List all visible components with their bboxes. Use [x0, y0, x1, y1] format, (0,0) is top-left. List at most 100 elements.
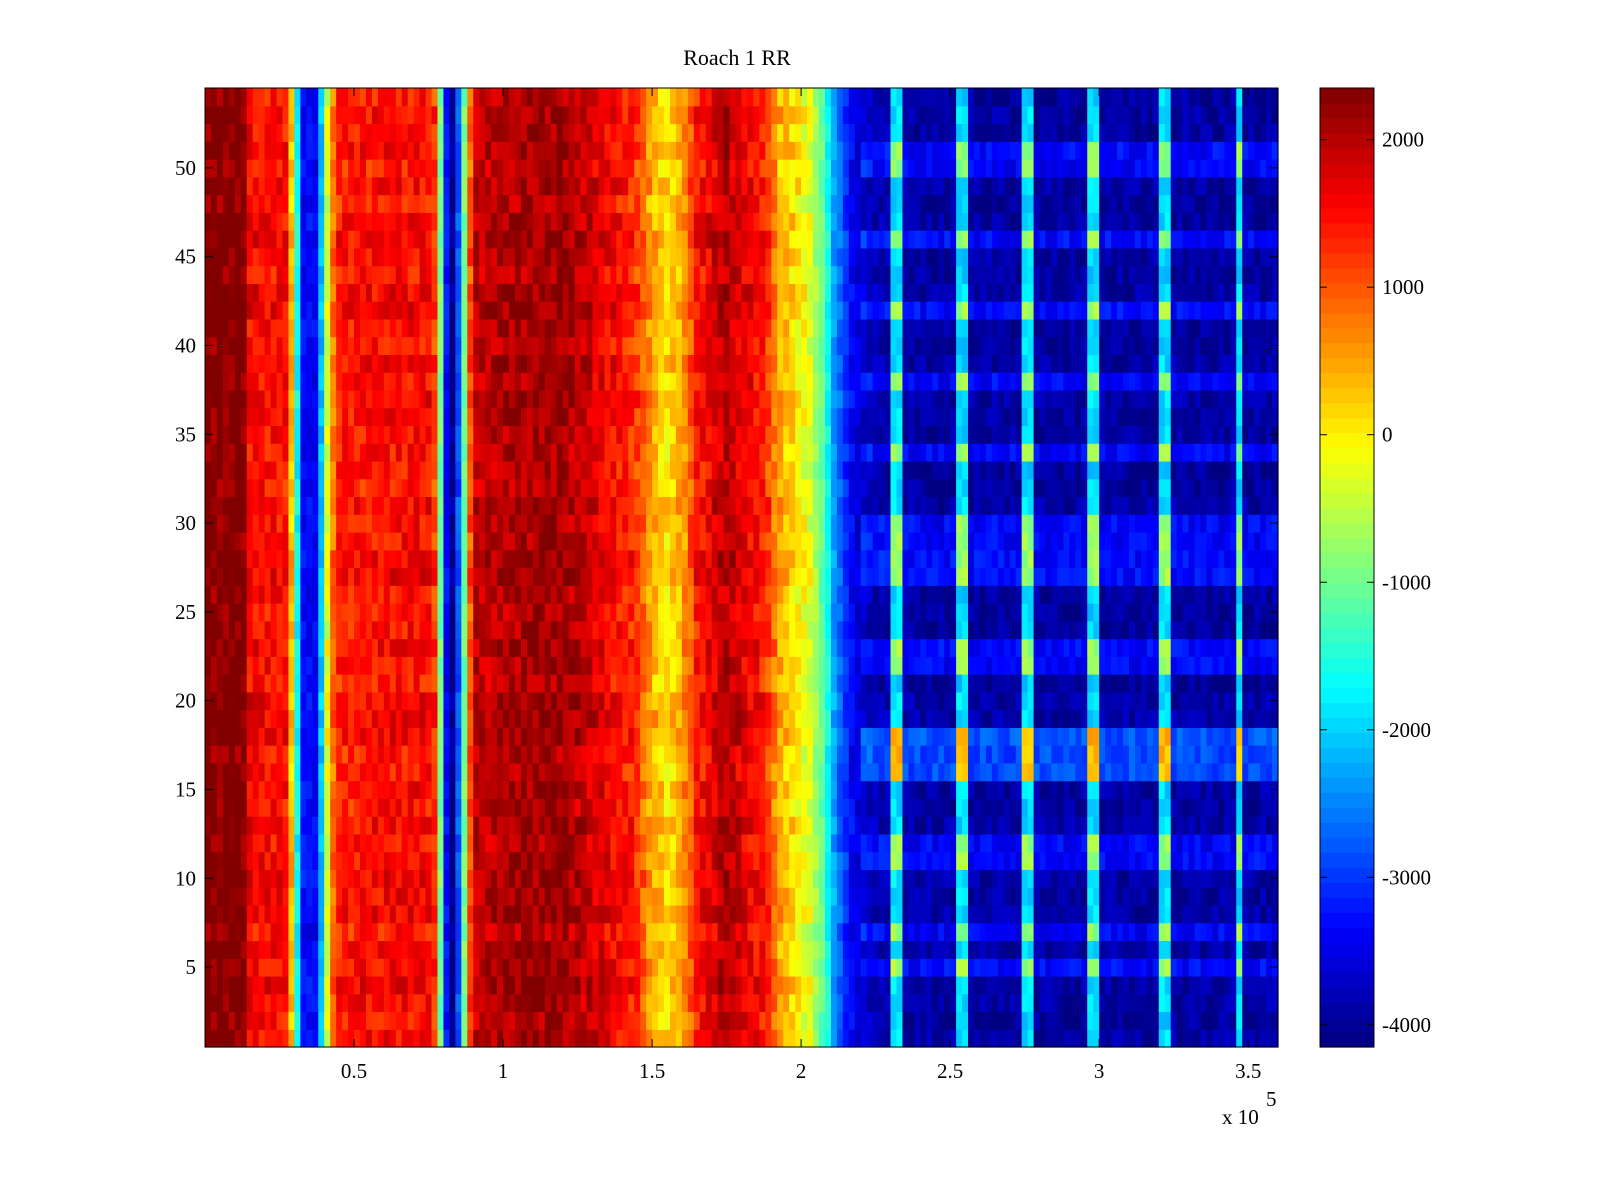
heatmap-cell [330, 1029, 337, 1048]
heatmap-cell [401, 620, 409, 640]
heatmap-cell [1158, 1029, 1166, 1048]
heatmap-cell [365, 798, 373, 817]
heatmap-cell [1093, 674, 1100, 693]
heatmap-cell [1069, 958, 1076, 977]
heatmap-cell [538, 656, 546, 675]
heatmap-cell [270, 549, 278, 569]
heatmap-cell [592, 674, 600, 693]
heatmap-cell [491, 745, 498, 764]
heatmap-cell [348, 727, 355, 746]
heatmap-cell [520, 975, 528, 995]
heatmap-cell [574, 816, 582, 835]
heatmap-cell [818, 1029, 826, 1048]
heatmap-cell [896, 869, 904, 888]
heatmap-cell [687, 975, 695, 995]
heatmap-cell [1266, 762, 1273, 782]
heatmap-cell [544, 940, 552, 959]
heatmap-cell [461, 833, 468, 853]
heatmap-cell [1266, 851, 1273, 871]
heatmap-cell [1021, 780, 1029, 799]
heatmap-cell [294, 603, 301, 622]
heatmap-cell [1105, 603, 1112, 622]
heatmap-cell [425, 940, 433, 959]
heatmap-cell [1123, 567, 1130, 586]
heatmap-cell [1242, 762, 1249, 782]
heatmap-cell [801, 603, 808, 622]
heatmap-cell [1164, 567, 1172, 586]
heatmap-cell [389, 958, 397, 977]
heatmap-cell [526, 904, 534, 924]
heatmap-cell [1099, 656, 1106, 675]
heatmap-cell [1117, 638, 1124, 657]
heatmap-cell [526, 567, 534, 586]
heatmap-cell [669, 958, 677, 977]
heatmap-cell [968, 620, 975, 640]
heatmap-cell [1051, 940, 1059, 959]
heatmap-cell [354, 745, 361, 764]
heatmap-cell [830, 975, 838, 995]
heatmap-cell [354, 940, 361, 959]
heatmap-cell [866, 922, 874, 942]
heatmap-cell [693, 975, 701, 995]
heatmap-cell [1033, 1011, 1041, 1030]
heatmap-cell [705, 709, 713, 728]
heatmap-cell [491, 567, 498, 586]
heatmap-cell [318, 798, 325, 817]
heatmap-cell [824, 656, 832, 675]
heatmap-cell [574, 958, 582, 977]
heatmap-cell [991, 887, 999, 906]
heatmap-cell [419, 904, 427, 924]
heatmap-cell [991, 656, 999, 675]
heatmap-cell [640, 709, 647, 728]
heatmap-cell [1069, 638, 1076, 657]
heatmap-cell [586, 887, 594, 906]
heatmap-cell [461, 940, 468, 959]
heatmap-cell [365, 833, 373, 853]
heatmap-cell [532, 869, 540, 888]
heatmap-cell [1200, 869, 1208, 888]
heatmap-cell [437, 727, 445, 746]
heatmap-cell [884, 745, 892, 764]
heatmap-cell [401, 1011, 409, 1030]
heatmap-cell [747, 745, 755, 764]
heatmap-cell [717, 1011, 725, 1030]
heatmap-cell [431, 567, 439, 586]
heatmap-cell [1045, 816, 1053, 835]
heatmap-cell [294, 1029, 301, 1048]
heatmap-cell [747, 585, 755, 604]
heatmap-cell [1242, 798, 1249, 817]
heatmap-cell [228, 780, 236, 799]
heatmap-cell [950, 958, 957, 977]
heatmap-cell [359, 904, 367, 924]
heatmap-cell [1009, 549, 1017, 569]
heatmap-cell [759, 638, 766, 657]
heatmap-cell [532, 656, 540, 675]
heatmap-cell [1146, 887, 1154, 906]
heatmap-cell [1105, 638, 1112, 657]
heatmap-cell [544, 549, 552, 569]
heatmap-cell [1266, 603, 1273, 622]
heatmap-cell [717, 1029, 725, 1048]
heatmap-cell [1140, 975, 1148, 995]
heatmap-cell [628, 887, 635, 906]
heatmap-cell [836, 833, 844, 853]
heatmap-cell [723, 851, 731, 871]
heatmap-cell [848, 869, 856, 888]
heatmap-cell [509, 975, 516, 995]
heatmap-cell [896, 603, 904, 622]
heatmap-cell [598, 620, 605, 640]
heatmap-cell [294, 993, 301, 1013]
heatmap-cell [830, 620, 838, 640]
heatmap-cell [1063, 780, 1070, 799]
heatmap-cell [473, 958, 480, 977]
heatmap-cell [956, 620, 963, 640]
heatmap-cell [842, 993, 850, 1013]
heatmap-cell [741, 656, 749, 675]
heatmap-cell [658, 940, 665, 959]
heatmap-cell [419, 727, 427, 746]
heatmap-cell [1063, 958, 1070, 977]
heatmap-cell [1027, 993, 1035, 1013]
heatmap-cell [413, 780, 421, 799]
heatmap-cell [824, 958, 832, 977]
heatmap-cell [777, 674, 784, 693]
